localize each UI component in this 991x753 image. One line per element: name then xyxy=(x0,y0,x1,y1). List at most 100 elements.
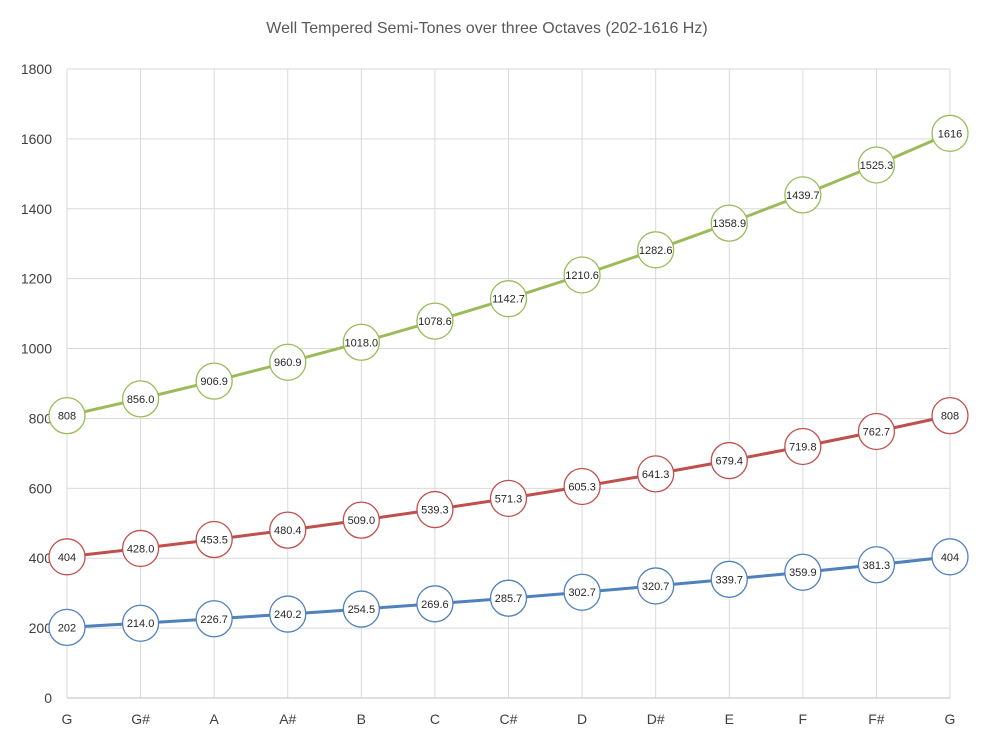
data-point: 404 xyxy=(931,538,969,576)
data-point: 679.4 xyxy=(710,441,748,480)
data-marker xyxy=(342,590,380,628)
data-label: 762.7 xyxy=(863,426,891,438)
data-marker xyxy=(121,380,160,418)
data-label: 1018.0 xyxy=(345,337,379,349)
data-markers: 202 214.0 226.7 240.2 254.5 269.6 285.7 302.7 32… xyxy=(48,114,969,647)
data-point: 856.0 xyxy=(121,380,160,418)
data-point: 214.0 xyxy=(121,604,160,642)
data-label: 1525.3 xyxy=(860,160,894,172)
data-marker xyxy=(342,501,380,539)
data-label: 381.3 xyxy=(863,560,891,572)
data-marker xyxy=(710,204,748,242)
data-marker xyxy=(931,396,969,435)
chart-title: Well Tempered Semi-Tones over three Octa… xyxy=(266,20,707,37)
data-label: 214.0 xyxy=(127,618,155,630)
data-label: 539.3 xyxy=(421,505,449,517)
data-label: 320.7 xyxy=(642,581,670,593)
data-marker xyxy=(931,538,969,576)
data-label: 719.8 xyxy=(789,441,817,453)
x-tick-label: D xyxy=(577,711,587,727)
data-point: 808 xyxy=(48,396,86,435)
y-tick-label: 1800 xyxy=(21,61,52,77)
data-label: 1210.6 xyxy=(565,270,599,282)
data-marker xyxy=(857,146,896,184)
data-label: 404 xyxy=(58,552,76,564)
data-label: 359.9 xyxy=(789,567,817,579)
data-marker xyxy=(121,604,160,642)
data-label: 571.3 xyxy=(495,493,523,505)
data-point: 269.6 xyxy=(416,585,454,623)
data-marker xyxy=(195,600,233,638)
data-marker xyxy=(489,280,528,318)
data-label: 428.0 xyxy=(127,543,155,555)
y-tick-label: 1000 xyxy=(21,341,52,357)
data-label: 453.5 xyxy=(200,535,228,547)
y-tick-label: 1600 xyxy=(21,131,52,147)
data-marker xyxy=(195,362,233,400)
data-label: 808 xyxy=(941,411,959,423)
y-tick-label: 1200 xyxy=(21,271,52,287)
data-point: 906.9 xyxy=(195,362,233,400)
data-label: 254.5 xyxy=(348,604,376,616)
data-marker xyxy=(857,412,896,451)
data-marker xyxy=(931,114,969,152)
data-marker xyxy=(416,490,454,529)
data-label: 1142.7 xyxy=(492,294,525,306)
data-label: 1439.7 xyxy=(786,190,820,202)
data-point: 285.7 xyxy=(489,579,528,617)
data-marker xyxy=(121,529,160,568)
data-point: 381.3 xyxy=(857,546,896,584)
data-marker xyxy=(48,396,86,435)
data-marker xyxy=(857,546,896,584)
data-point: 1525.3 xyxy=(857,146,896,184)
data-point: 254.5 xyxy=(342,590,380,628)
y-tick-label: 800 xyxy=(29,410,53,426)
x-tick-label: G xyxy=(62,711,73,727)
data-point: 480.4 xyxy=(269,511,307,549)
data-label: 240.2 xyxy=(274,609,302,621)
data-marker xyxy=(784,176,822,214)
x-tick-label: G# xyxy=(131,711,150,727)
x-tick-label: F# xyxy=(868,711,885,727)
y-tick-label: 0 xyxy=(44,690,52,706)
data-marker xyxy=(710,441,748,480)
data-label: 808 xyxy=(58,411,76,423)
data-label: 202 xyxy=(58,622,76,634)
data-marker xyxy=(416,585,454,623)
data-marker xyxy=(48,538,86,576)
y-tick-label: 1400 xyxy=(21,201,52,217)
data-point: 240.2 xyxy=(269,595,307,633)
data-point: 1439.7 xyxy=(784,176,822,214)
data-point: 302.7 xyxy=(563,573,601,611)
data-label: 302.7 xyxy=(568,587,596,599)
data-marker xyxy=(489,479,528,518)
data-marker xyxy=(563,573,601,611)
y-tick-label: 400 xyxy=(29,550,53,566)
data-label: 1078.6 xyxy=(418,316,452,328)
data-marker xyxy=(637,455,675,493)
data-label: 679.4 xyxy=(715,456,743,468)
x-tick-label: E xyxy=(725,711,734,727)
data-point: 1282.6 xyxy=(637,231,675,269)
data-label: 1282.6 xyxy=(639,245,673,257)
x-tick-label: B xyxy=(357,711,366,727)
data-marker xyxy=(637,231,675,269)
data-marker xyxy=(637,567,675,605)
y-tick-label: 200 xyxy=(29,620,53,636)
data-marker xyxy=(784,553,822,591)
x-tick-label: C# xyxy=(500,711,518,727)
data-marker xyxy=(489,579,528,617)
data-point: 1210.6 xyxy=(563,256,601,294)
data-label: 1616 xyxy=(938,128,962,140)
data-marker xyxy=(269,511,307,549)
data-point: 605.3 xyxy=(563,467,601,506)
data-label: 1358.9 xyxy=(712,218,746,230)
data-marker xyxy=(416,302,454,340)
data-label: 856.0 xyxy=(127,394,155,406)
data-point: 960.9 xyxy=(269,343,307,381)
data-marker xyxy=(563,256,601,294)
data-point: 453.5 xyxy=(195,520,233,559)
data-point: 404 xyxy=(48,538,86,576)
data-label: 605.3 xyxy=(568,481,596,493)
